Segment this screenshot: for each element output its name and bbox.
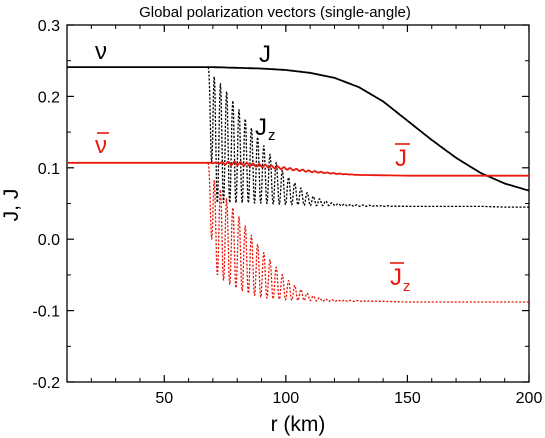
y-tick-label: -0.2 [32, 375, 60, 392]
chart-title: Global polarization vectors (single-angl… [139, 4, 411, 21]
y-tick-label: 0.0 [38, 232, 60, 249]
y-tick-label: 0.1 [38, 161, 60, 178]
y-tick-label: 0.3 [38, 18, 60, 35]
annotation-Jbar: J [395, 145, 407, 172]
annotation-nu: ν [95, 38, 107, 65]
y-tick-label: 0.2 [38, 89, 60, 106]
series-layer [67, 66, 530, 303]
annotation-Jbarz: J [390, 264, 402, 291]
series-line-2 [207, 66, 529, 208]
plot-area: 50 100 150 200 -0.2 -0.1 0.0 0.1 0.2 0.3 [32, 18, 542, 407]
annotation-Jz: J [255, 114, 267, 141]
annotation-Jz-subscript: z [268, 127, 276, 144]
annotation-nubar: ν [95, 132, 107, 159]
x-tick-label: 50 [155, 390, 173, 407]
x-tick-label: 200 [516, 390, 543, 407]
series-line-4 [207, 162, 529, 303]
series-line-1 [67, 66, 530, 192]
annotation-J: J [259, 41, 271, 68]
annotation-Jbarz-subscript: z [403, 278, 411, 295]
x-tick-label: 100 [272, 390, 299, 407]
x-tick-label: 150 [394, 390, 421, 407]
y-tick-label: -0.1 [32, 304, 60, 321]
annotations: ν ν J J z J J z [95, 38, 411, 295]
x-axis-label: r (km) [271, 413, 326, 436]
y-axis-label: J, J [0, 189, 23, 222]
tick-layer: 50 100 150 200 -0.2 -0.1 0.0 0.1 0.2 0.3 [32, 18, 542, 407]
series-line-3 [67, 160, 529, 177]
